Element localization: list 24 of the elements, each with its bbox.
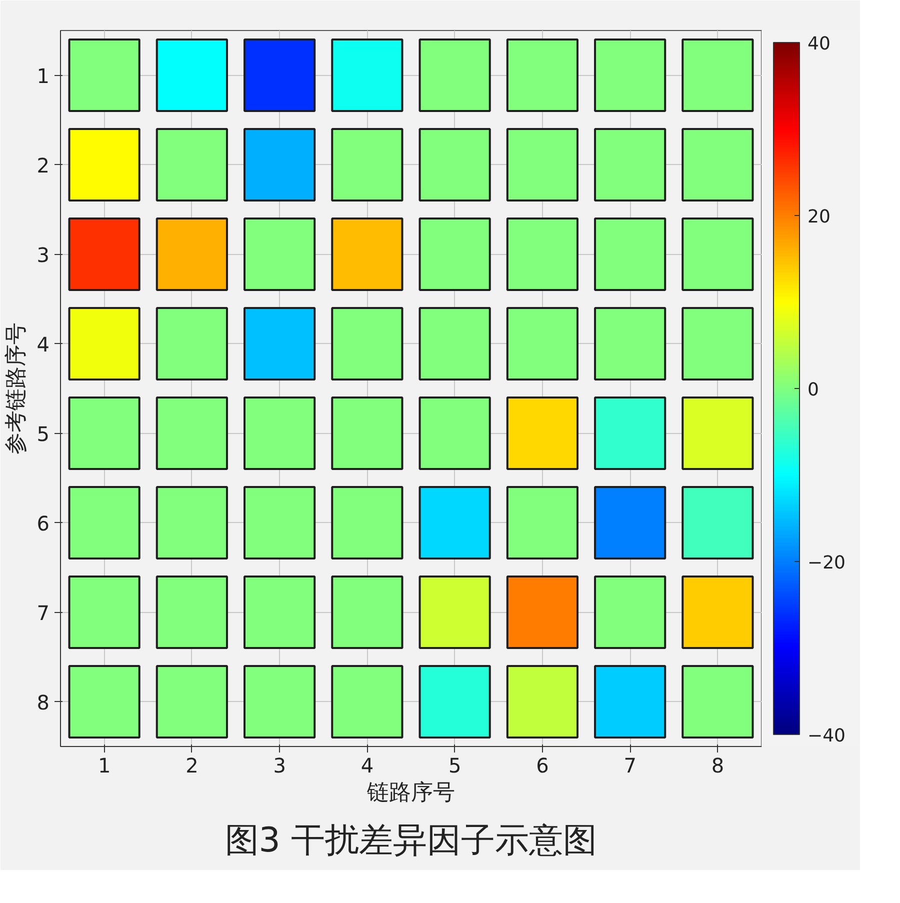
y-tick-label: 1 xyxy=(36,64,50,88)
y-tick-label: 4 xyxy=(36,332,50,356)
x-tick-label: 2 xyxy=(186,754,198,778)
y-tick-label: 3 xyxy=(36,242,50,267)
x-tick-label: 4 xyxy=(360,754,374,778)
color-bar-label: −20 xyxy=(808,552,846,574)
y-axis-title: 参考链路序号 xyxy=(4,322,29,454)
x-tick-label: 6 xyxy=(536,754,549,778)
x-tick-label: 1 xyxy=(98,754,111,778)
y-tick-label: 2 xyxy=(36,153,50,178)
y-tick-label: 6 xyxy=(36,511,50,536)
x-axis-title: 链路序号 xyxy=(366,780,455,806)
color-bar-label: 0 xyxy=(808,380,819,400)
color-bar-label: 20 xyxy=(808,206,830,228)
x-tick-label: 5 xyxy=(448,754,462,778)
x-tick-label: 8 xyxy=(711,754,724,778)
y-tick-label: 8 xyxy=(36,690,50,714)
color-bar-label: 40 xyxy=(808,34,830,54)
x-tick-label: 7 xyxy=(624,754,636,778)
text: 图3 干扰差异因子示意图 xyxy=(224,820,598,860)
x-tick-label: 3 xyxy=(273,754,286,778)
color-bar-label: −40 xyxy=(808,726,846,746)
y-tick-label: 5 xyxy=(36,422,50,446)
y-tick-label: 7 xyxy=(36,600,50,625)
